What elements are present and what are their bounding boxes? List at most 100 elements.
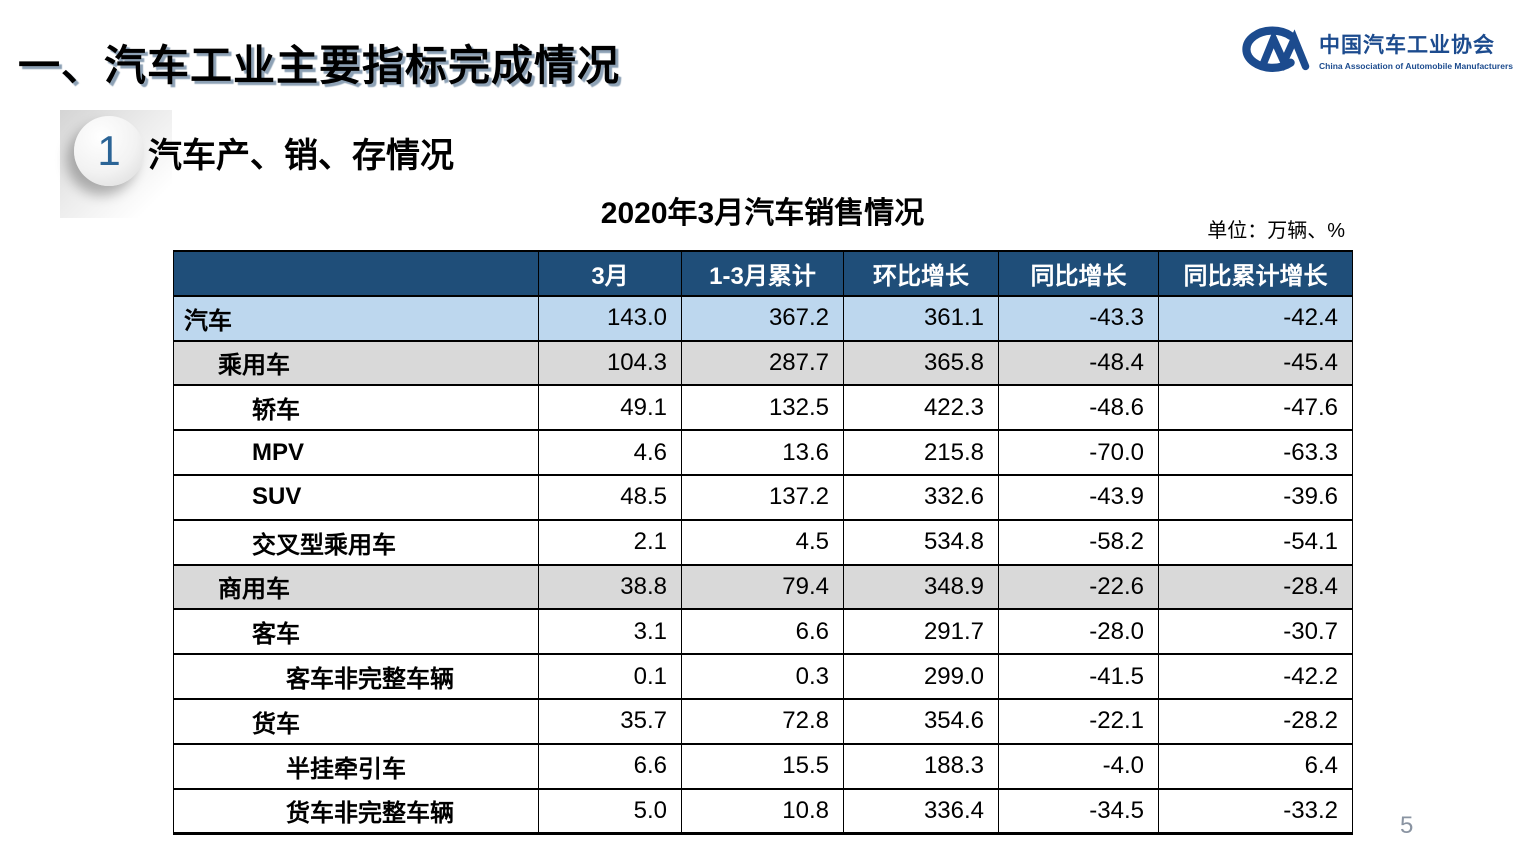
value-cell: 348.9: [843, 563, 999, 611]
row-label: 客车: [173, 608, 539, 656]
value-cell: 137.2: [681, 473, 844, 521]
table-row: 客车 3.1 6.6 291.7 -28.0 -30.7: [173, 608, 1353, 656]
value-cell: -43.9: [998, 473, 1159, 521]
value-cell: -45.4: [1158, 339, 1353, 387]
column-header: [173, 250, 539, 297]
value-cell: 332.6: [843, 473, 999, 521]
value-cell: 354.6: [843, 697, 999, 745]
table-row: MPV 4.6 13.6 215.8 -70.0 -63.3: [173, 429, 1353, 476]
value-cell: -70.0: [998, 429, 1159, 476]
value-cell: 367.2: [681, 294, 844, 342]
value-cell: 13.6: [681, 429, 844, 476]
value-cell: 79.4: [681, 563, 844, 611]
value-cell: 72.8: [681, 697, 844, 745]
logo-name-en: China Association of Automobile Manufact…: [1319, 61, 1513, 71]
table-header-row: 3月 1-3月累计 环比增长 同比增长 同比累计增长: [173, 250, 1353, 297]
value-cell: -34.5: [998, 787, 1159, 835]
sales-table: 3月 1-3月累计 环比增长 同比增长 同比累计增长 汽车 143.0 367.2 361.1…: [173, 250, 1353, 835]
value-cell: -22.1: [998, 697, 1159, 745]
table-row: 半挂牵引车 6.6 15.5 188.3 -4.0 6.4: [173, 742, 1353, 790]
value-cell: -63.3: [1158, 429, 1353, 476]
column-header: 同比累计增长: [1158, 250, 1353, 297]
value-cell: -28.4: [1158, 563, 1353, 611]
value-cell: 0.1: [538, 653, 682, 700]
column-header: 1-3月累计: [681, 250, 844, 297]
row-label: 货车: [173, 697, 539, 745]
value-cell: 15.5: [681, 742, 844, 790]
section-number: 1: [97, 127, 121, 174]
section-number-badge: 1: [74, 116, 144, 186]
page-number: 5: [1400, 812, 1414, 839]
row-label: 汽车: [173, 294, 539, 342]
value-cell: 6.6: [538, 742, 682, 790]
table-row: 交叉型乘用车 2.1 4.5 534.8 -58.2 -54.1: [173, 518, 1353, 566]
row-label: 半挂牵引车: [173, 742, 539, 790]
value-cell: -43.3: [998, 294, 1159, 342]
row-label: 客车非完整车辆: [173, 653, 539, 700]
value-cell: 299.0: [843, 653, 999, 700]
row-label: 交叉型乘用车: [173, 518, 539, 566]
value-cell: -54.1: [1158, 518, 1353, 566]
column-header: 同比增长: [998, 250, 1159, 297]
unit-label: 单位：万辆、%: [1207, 220, 1345, 242]
value-cell: -39.6: [1158, 473, 1353, 521]
table-title: 2020年3月汽车销售情况: [600, 197, 925, 230]
value-cell: -28.2: [1158, 697, 1353, 745]
value-cell: 6.4: [1158, 742, 1353, 790]
value-cell: 336.4: [843, 787, 999, 835]
value-cell: 361.1: [843, 294, 999, 342]
value-cell: 35.7: [538, 697, 682, 745]
table-row: 货车非完整车辆 5.0 10.8 336.4 -34.5 -33.2: [173, 787, 1353, 835]
value-cell: 3.1: [538, 608, 682, 656]
value-cell: 38.8: [538, 563, 682, 611]
row-label: 轿车: [173, 384, 539, 432]
value-cell: -22.6: [998, 563, 1159, 611]
value-cell: 143.0: [538, 294, 682, 342]
column-header: 3月: [538, 250, 682, 297]
value-cell: 132.5: [681, 384, 844, 432]
column-header: 环比增长: [843, 250, 999, 297]
table-row: 轿车 49.1 132.5 422.3 -48.6 -47.6: [173, 384, 1353, 432]
table-row: 乘用车 104.3 287.7 365.8 -48.4 -45.4: [173, 339, 1353, 387]
value-cell: -47.6: [1158, 384, 1353, 432]
value-cell: 5.0: [538, 787, 682, 835]
page-title: 一、汽车工业主要指标完成情况: [18, 42, 621, 89]
value-cell: 215.8: [843, 429, 999, 476]
value-cell: 188.3: [843, 742, 999, 790]
value-cell: 4.5: [681, 518, 844, 566]
row-label: 商用车: [173, 563, 539, 611]
value-cell: -33.2: [1158, 787, 1353, 835]
sales-table-body: 汽车 143.0 367.2 361.1 -43.3 -42.4 乘用车 104.3 287.7…: [173, 294, 1353, 835]
caam-logo-icon: [1242, 26, 1310, 72]
row-label: 乘用车: [173, 339, 539, 387]
value-cell: -4.0: [998, 742, 1159, 790]
value-cell: -58.2: [998, 518, 1159, 566]
value-cell: -30.7: [1158, 608, 1353, 656]
caam-logo: 中国汽车工业协会 China Association of Automobile…: [1228, 22, 1513, 78]
value-cell: 4.6: [538, 429, 682, 476]
value-cell: -48.4: [998, 339, 1159, 387]
table-row: 汽车 143.0 367.2 361.1 -43.3 -42.4: [173, 294, 1353, 342]
section-title: 汽车产、销、存情况: [148, 137, 454, 175]
value-cell: 291.7: [843, 608, 999, 656]
caam-logo-text: 中国汽车工业协会 China Association of Automobile…: [1319, 29, 1513, 71]
value-cell: 287.7: [681, 339, 844, 387]
value-cell: -28.0: [998, 608, 1159, 656]
logo-name-cn: 中国汽车工业协会: [1319, 34, 1496, 57]
row-label: MPV: [173, 429, 539, 476]
value-cell: 48.5: [538, 473, 682, 521]
value-cell: -42.4: [1158, 294, 1353, 342]
table-row: 商用车 38.8 79.4 348.9 -22.6 -28.4: [173, 563, 1353, 611]
table-row: 货车 35.7 72.8 354.6 -22.1 -28.2: [173, 697, 1353, 745]
value-cell: -41.5: [998, 653, 1159, 700]
table-row: SUV 48.5 137.2 332.6 -43.9 -39.6: [173, 473, 1353, 521]
value-cell: 365.8: [843, 339, 999, 387]
table-row: 客车非完整车辆 0.1 0.3 299.0 -41.5 -42.2: [173, 653, 1353, 700]
row-label: 货车非完整车辆: [173, 787, 539, 835]
value-cell: 6.6: [681, 608, 844, 656]
value-cell: 49.1: [538, 384, 682, 432]
value-cell: 10.8: [681, 787, 844, 835]
value-cell: -48.6: [998, 384, 1159, 432]
value-cell: 0.3: [681, 653, 844, 700]
row-label: SUV: [173, 473, 539, 521]
